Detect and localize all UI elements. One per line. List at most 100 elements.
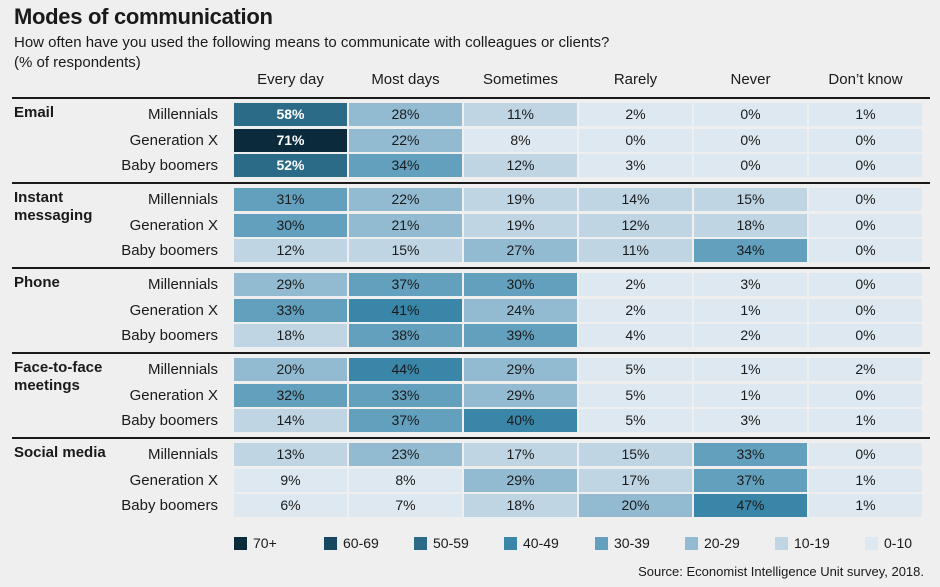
heatmap-cell: 32% [234,383,347,407]
heatmap-cell: 2% [579,273,692,296]
heatmap-cell: 30% [234,213,347,237]
heatmap-cell: 39% [464,324,577,347]
heatmap-cell: 2% [579,103,692,126]
heatmap-cell: 21% [349,213,462,237]
subtitle-question: How often have you used the following me… [14,34,610,51]
heatmap-cell: 31% [234,188,347,211]
heatmap-cell: 29% [464,358,577,381]
group-divider [12,437,930,439]
heatmap-cell: 0% [694,128,807,152]
heatmap-cell: 0% [809,383,922,407]
heatmap-cell: 0% [809,443,922,466]
legend-swatch [414,537,427,550]
heatmap-cell: 0% [579,128,692,152]
heatmap-cell: 1% [694,383,807,407]
heatmap-cell: 19% [464,188,577,211]
group-label: Instant messaging [14,189,93,224]
heatmap-cell: 12% [464,154,577,177]
row-label: Baby boomers [121,327,218,344]
legend-label: 30-39 [614,535,650,551]
heatmap-cell: 0% [809,324,922,347]
row-label: Generation X [129,301,218,319]
heatmap-cell: 38% [349,324,462,347]
source-note: Source: Economist Intelligence Unit surv… [638,564,924,579]
heatmap-cell: 3% [694,273,807,296]
heatmap-cell: 58% [234,103,347,126]
heatmap-cell: 17% [464,443,577,466]
heatmap-cell: 0% [694,154,807,177]
legend-swatch [595,537,608,550]
heatmap-cell: 20% [234,358,347,381]
row-label: Millennials [147,191,218,208]
heatmap-cell: 23% [349,443,462,466]
heatmap-cell: 40% [464,409,577,432]
heatmap-cell: 14% [579,188,692,211]
heatmap-cell: 2% [809,358,922,381]
heatmap-cell: 37% [349,273,462,296]
row-label: Generation X [129,471,218,489]
heatmap-cell: 22% [349,128,462,152]
legend-swatch [685,537,698,550]
legend-label: 0-10 [884,535,913,551]
heatmap-cell: 29% [464,468,577,492]
legend-swatch [504,537,517,550]
row-label: Millennials [147,276,218,293]
heatmap-cell: 0% [809,188,922,211]
heatmap-cell: 15% [694,188,807,211]
column-header: Sometimes [482,71,559,88]
heatmap-cell: 30% [464,273,577,296]
legend-label: 60-69 [343,535,379,551]
row-label: Baby boomers [121,497,218,514]
row-label: Millennials [147,361,218,378]
subtitle-units: (% of respondents) [14,54,141,71]
heatmap-cell: 13% [234,443,347,466]
heatmap-cell: 29% [234,273,347,296]
group-label: Phone [14,274,60,291]
heatmap-cell: 41% [349,298,462,322]
group-divider [12,97,930,99]
heatmap-cell: 5% [579,383,692,407]
row-label: Baby boomers [121,242,218,259]
heatmap-cell: 15% [349,239,462,262]
heatmap-cell: 11% [579,239,692,262]
group-divider [12,352,930,354]
row-label: Generation X [129,216,218,234]
heatmap-cell: 0% [809,154,922,177]
heatmap-cell: 12% [234,239,347,262]
heatmap-cell: 11% [464,103,577,126]
heatmap-cell: 18% [464,494,577,517]
chart-title: Modes of communication [14,4,273,29]
heatmap-cell: 1% [694,298,807,322]
heatmap-cell: 12% [579,213,692,237]
heatmap-cell: 5% [579,358,692,381]
heatmap-cell: 37% [694,468,807,492]
group-label: Face-to-face meetings [14,359,103,394]
heatmap-cell: 1% [694,358,807,381]
legend-label: 50-59 [433,535,469,551]
legend-label: 20-29 [704,535,740,551]
column-header: Don’t know [828,71,903,88]
heatmap-cell: 29% [464,383,577,407]
heatmap-cell: 27% [464,239,577,262]
heatmap-cell: 0% [694,103,807,126]
column-header: Never [730,71,771,88]
row-label: Generation X [129,386,218,404]
row-label: Millennials [147,446,218,463]
heatmap-cell: 8% [349,468,462,492]
column-header: Every day [257,71,324,88]
column-header: Most days [371,71,440,88]
heatmap-cell: 9% [234,468,347,492]
legend-swatch [865,537,878,550]
group-label: Email [14,104,55,121]
heatmap-cell: 52% [234,154,347,177]
heatmap-cell: 1% [809,468,922,492]
heatmap-cell: 0% [809,298,922,322]
heatmap-cell: 28% [349,103,462,126]
heatmap-cell: 6% [234,494,347,517]
row-label: Baby boomers [121,412,218,429]
row-label: Baby boomers [121,157,218,174]
heatmap-cell: 17% [579,468,692,492]
column-header: Rarely [613,71,658,88]
heatmap-cell: 24% [464,298,577,322]
heatmap-cell: 1% [809,409,922,432]
